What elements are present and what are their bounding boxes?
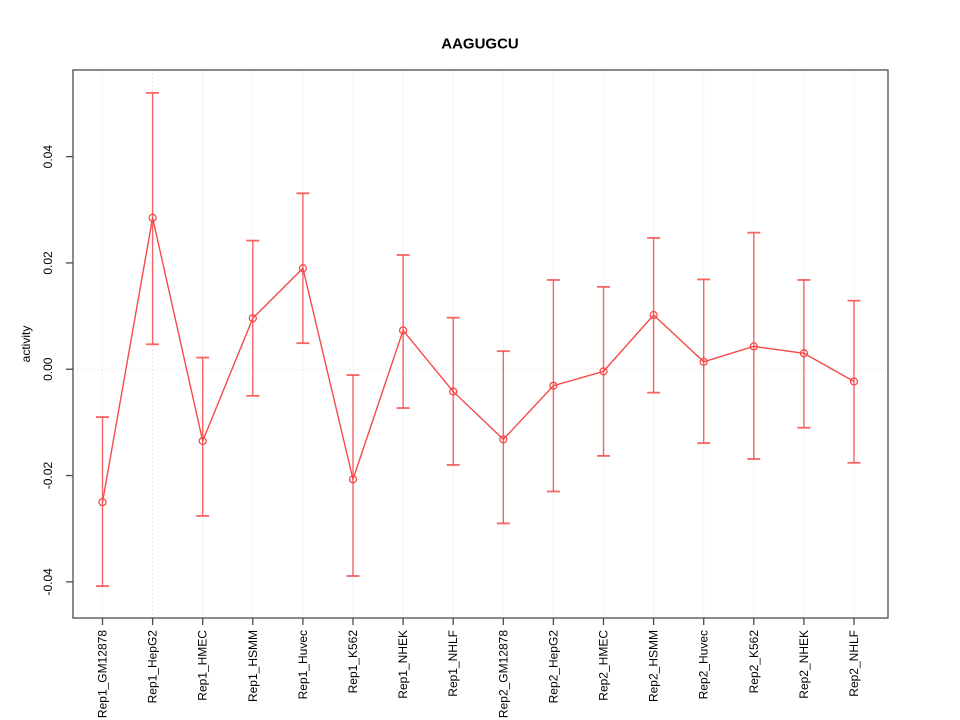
x-tick-label: Rep1_HSMM	[246, 630, 260, 702]
x-tick-label: Rep2_Huvec	[697, 630, 711, 699]
data-point	[348, 475, 358, 484]
x-tick-label: Rep2_HSMM	[647, 630, 661, 702]
x-tick-label: Rep2_NHLF	[847, 630, 861, 697]
data-point	[699, 357, 708, 366]
gridlines	[73, 70, 888, 618]
data-point	[148, 213, 157, 222]
data-point	[298, 264, 308, 273]
x-tick-label: Rep1_HepG2	[146, 630, 160, 704]
y-tick-label: -0.04	[41, 568, 55, 596]
data-point	[499, 435, 508, 444]
x-axis-ticks	[101, 618, 855, 625]
data-point	[449, 387, 458, 396]
x-tick-label: Rep2_GM12878	[496, 630, 510, 718]
y-tick-label: -0.02	[41, 462, 55, 490]
x-tick-label: Rep1_HMEC	[196, 630, 210, 701]
y-tick-label: 0.04	[41, 145, 55, 169]
x-tick-label: Rep1_NHEK	[396, 630, 410, 699]
data-point	[749, 342, 758, 351]
data-point	[799, 349, 809, 358]
x-tick-label: Rep1_GM12878	[96, 630, 110, 718]
plot-box	[72, 69, 889, 619]
x-tick-label: Rep1_K562	[346, 630, 360, 694]
y-axis-label: activity	[19, 325, 33, 363]
x-tick-label: Rep2_NHEK	[797, 630, 811, 699]
error-bars	[96, 91, 861, 588]
data-point	[599, 367, 608, 376]
y-axis-tick-labels: -0.04 -0.02 0.00 0.02 0.04	[41, 145, 55, 596]
x-tick-label: Rep1_NHLF	[446, 630, 460, 697]
x-tick-label: Rep2_HepG2	[546, 630, 560, 704]
y-tick-label: 0.00	[41, 357, 55, 381]
data-point	[198, 436, 207, 446]
x-axis-tick-labels: Rep1_GM12878 Rep1_HepG2 Rep1_HMEC Rep1_HSMM…	[96, 630, 862, 718]
data-point	[248, 314, 257, 323]
x-tick-label: Rep1_Huvec	[296, 630, 310, 699]
x-tick-label: Rep2_HMEC	[597, 630, 611, 701]
data-point	[549, 381, 558, 390]
data-point	[98, 497, 107, 507]
series-line	[101, 217, 855, 503]
x-tick-label: Rep2_K562	[747, 630, 761, 694]
plot-border	[72, 69, 889, 619]
series-polyline	[101, 217, 855, 503]
y-axis-ticks	[66, 155, 73, 583]
data-point	[649, 310, 658, 320]
data-point	[398, 326, 408, 335]
data-points	[98, 213, 859, 507]
y-tick-label: 0.02	[41, 251, 55, 275]
chart-title: AAGUGCU	[441, 35, 519, 53]
data-point	[849, 377, 859, 386]
